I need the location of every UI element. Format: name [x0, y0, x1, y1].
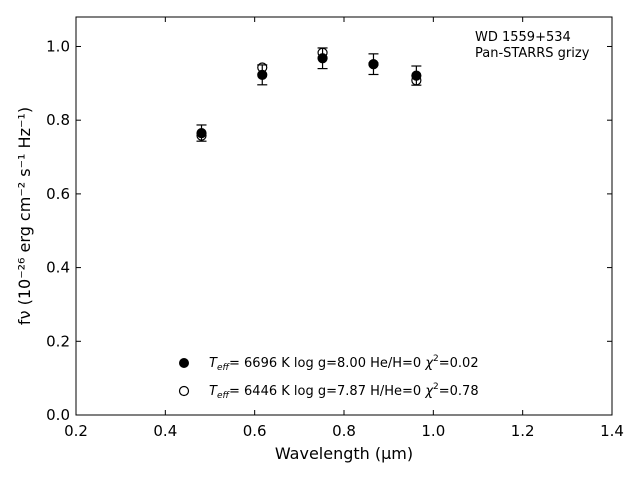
x-tick-label: 1.2	[511, 422, 535, 440]
data-marks	[196, 47, 422, 142]
legend-1-params: log g=8.00 He/H=0	[294, 356, 421, 371]
model-point-open	[411, 75, 422, 86]
model-point-filled	[257, 69, 268, 80]
legend-2-params: log g=7.87 H/He=0	[294, 384, 421, 399]
model-point-open	[257, 62, 268, 73]
x-tick-label: 0.4	[153, 422, 177, 440]
model-point-filled	[317, 53, 328, 64]
model-point-open	[317, 47, 328, 58]
legend-1-teff: 6696 K	[244, 356, 290, 371]
y-tick-label: 0.6	[46, 185, 70, 203]
annotation-survey: Pan-STARRS grizy	[475, 46, 590, 61]
y-tick-label: 0.8	[46, 111, 70, 129]
x-axis-label: Wavelength (μm)	[275, 444, 413, 463]
y-tick-label: 1.0	[46, 37, 70, 55]
legend-1-chi2: =0.02	[439, 356, 479, 371]
x-tick-label: 0.6	[243, 422, 267, 440]
x-tick-label: 0.8	[332, 422, 356, 440]
legend-marker-open	[178, 385, 190, 397]
axis-ticks: 0.2 0.4 0.6 0.8 1.0 1.2 1.40.00.20.40.60.81.0	[46, 17, 624, 440]
legend-entry-2: Teff= 6446 K log g=7.87 H/He=0 χ2=0.78	[209, 382, 479, 401]
x-tick-label: 1.4	[600, 422, 624, 440]
legend-marker-filled	[179, 358, 189, 368]
legend: Teff= 6696 K log g=8.00 He/H=0 χ2=0.02 T…	[178, 354, 479, 401]
model-point-open	[196, 130, 207, 141]
legend-2-chi2: =0.78	[439, 384, 479, 399]
legend-entry-1: Teff= 6696 K log g=8.00 He/H=0 χ2=0.02	[209, 354, 479, 373]
legend-2-teff: 6446 K	[244, 384, 290, 399]
y-tick-label: 0.2	[46, 332, 70, 350]
y-tick-label: 0.0	[46, 406, 70, 424]
x-tick-label: 0.2	[64, 422, 88, 440]
model-point-open	[368, 59, 379, 70]
model-point-filled	[196, 127, 207, 139]
y-tick-label: 0.4	[46, 259, 70, 277]
x-tick-label: 1.0	[421, 422, 445, 440]
annotation-object: WD 1559+534	[475, 30, 571, 45]
y-axis-label: fν (10⁻²⁶ erg cm⁻² s⁻¹ Hz⁻¹)	[15, 107, 34, 325]
